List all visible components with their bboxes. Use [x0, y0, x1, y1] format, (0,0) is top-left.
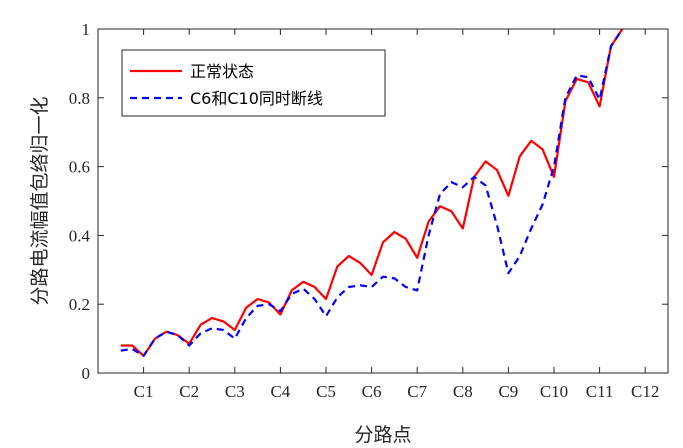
y-tick-label-1: 0.2	[69, 295, 90, 314]
x-tick-label-C4: C4	[270, 382, 290, 401]
x-axis-label: 分路点	[354, 424, 411, 446]
legend-entry-c6-c10-broken: C6和C10同时断线	[190, 89, 323, 108]
axes-layer	[97, 28, 669, 374]
y-tick-label-0: 0	[82, 364, 91, 383]
series-layer	[120, 28, 624, 357]
x-tick-label-C1: C1	[134, 382, 154, 401]
x-tick-label-C2: C2	[179, 382, 199, 401]
y-tick-label-2: 0.4	[69, 226, 91, 245]
legend-box	[121, 49, 386, 117]
x-tick-label-C6: C6	[362, 382, 382, 401]
x-tick-label-C8: C8	[453, 382, 473, 401]
y-axis-label: 分路电流幅值包络归一化	[29, 96, 51, 305]
series-line-0	[120, 28, 624, 357]
x-tick-label-C12: C12	[631, 382, 659, 401]
x-tick-label-C7: C7	[407, 382, 427, 401]
y-tick-label-3: 0.6	[69, 158, 90, 177]
x-tick-label-C11: C11	[586, 382, 614, 401]
x-tick-label-C5: C5	[316, 382, 336, 401]
x-tick-label-C10: C10	[540, 382, 568, 401]
x-tick-label-C9: C9	[498, 382, 518, 401]
legend-entry-normal: 正常状态	[190, 62, 254, 81]
x-tick-label-C3: C3	[225, 382, 245, 401]
legend: 正常状态 C6和C10同时断线	[121, 49, 386, 117]
axes-box	[97, 28, 669, 374]
y-tick-label-5: 1	[82, 20, 91, 39]
ticks-layer: C1 C2 C3 C4 C5 C6 C7 C8 C9 C10 C11 C12 0 0.2 0.4 0.6 0.8…	[69, 20, 668, 401]
y-tick-label-4: 0.8	[69, 89, 90, 108]
